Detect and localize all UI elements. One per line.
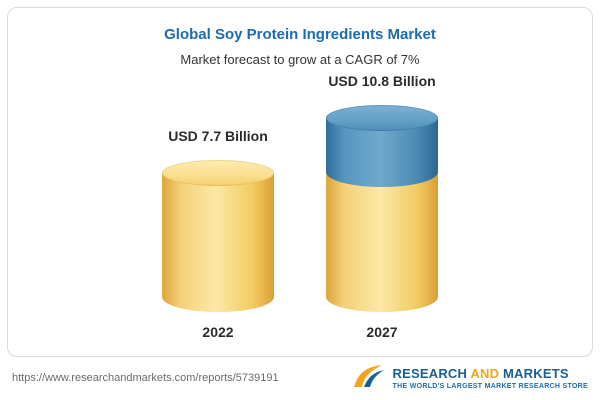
logo-word-markets: MARKETS: [503, 366, 569, 381]
logo-word-and: AND: [470, 366, 500, 381]
bar-group-2022: USD 7.7 Billion 2022: [162, 128, 274, 340]
cylinder-base-segment-2027: [326, 173, 438, 312]
logo-mark-icon: [352, 363, 386, 394]
chart-subtitle: Market forecast to grow at a CAGR of 7%: [180, 52, 420, 67]
logo-word-research: RESEARCH: [392, 366, 468, 381]
bar-group-2027: USD 10.8 Billion 2027: [326, 73, 438, 340]
logo-tagline: THE WORLD'S LARGEST MARKET RESEARCH STOR…: [392, 383, 588, 390]
value-label-2027: USD 10.8 Billion: [328, 72, 436, 89]
logo-text: RESEARCH AND MARKETS THE WORLD'S LARGEST…: [393, 366, 588, 390]
footer: https://www.researchandmarkets.com/repor…: [0, 356, 600, 400]
category-label-2027: 2027: [366, 324, 398, 340]
report-url-link[interactable]: https://www.researchandmarkets.com/repor…: [12, 372, 279, 384]
logo-wordmark: RESEARCH AND MARKETS: [393, 366, 569, 381]
cylinder-bar-2027: [326, 104, 438, 312]
research-and-markets-logo[interactable]: RESEARCH AND MARKETS THE WORLD'S LARGEST…: [352, 363, 588, 394]
cylinder-top-ellipse-2027: [326, 104, 438, 131]
value-label-2022: USD 7.7 Billion: [168, 128, 268, 145]
cylinder-body-2022: [162, 173, 274, 312]
cylinder-bar-2022: [162, 160, 274, 312]
category-label-2022: 2022: [202, 324, 234, 340]
chart-title: Global Soy Protein Ingredients Market: [164, 26, 436, 43]
cylinder-top-ellipse-2022: [162, 160, 274, 187]
chart-plot-area: USD 7.7 Billion 2022 USD 10.8 Billion 20…: [162, 71, 438, 356]
chart-card: Global Soy Protein Ingredients Market Ma…: [7, 7, 593, 357]
